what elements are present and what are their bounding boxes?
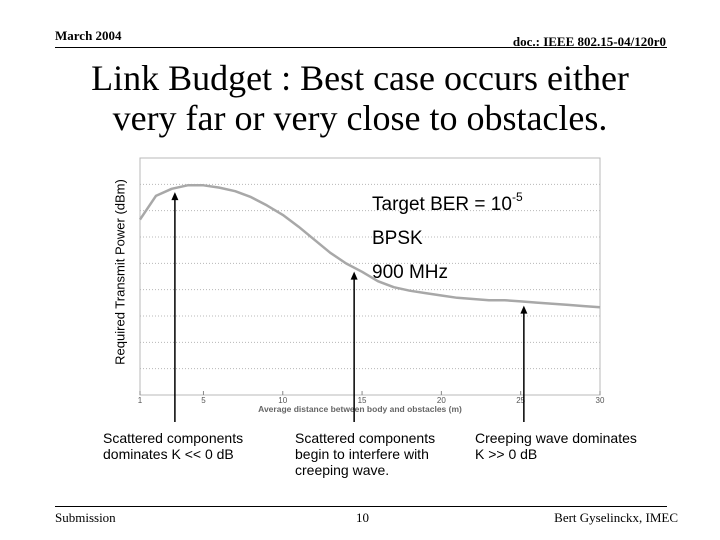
header-doc-id: doc.: IEEE 802.15-04/120r0 (512, 34, 666, 49)
target-ber-exponent: -5 (511, 190, 523, 204)
header-date: March 2004 (55, 28, 122, 43)
x-tick-label: 1 (138, 396, 143, 405)
header-rule (55, 47, 667, 48)
title-line-2: very far or very close to obstacles. (112, 98, 608, 138)
footer-author: Bert Gyselinckx, IMEC (554, 510, 678, 525)
series-line (138, 184, 601, 309)
target-ber: Target BER = 10-5 (372, 188, 523, 222)
footer-rule (55, 506, 667, 507)
note-scattered-interfere: Scattered components begin to interfere … (295, 430, 436, 478)
parameters-box: Target BER = 10-5 BPSK 900 MHz (372, 188, 523, 290)
modulation: BPSK (372, 228, 423, 249)
frequency: 900 MHz (372, 262, 449, 283)
x-tick-label: 20 (437, 396, 446, 405)
annotation-arrow-head (350, 271, 358, 280)
x-tick-label: 30 (596, 396, 605, 405)
x-tick-label: 25 (516, 396, 525, 405)
title-line-1: Link Budget : Best case occurs either (91, 58, 629, 98)
x-tick-label: 10 (278, 396, 287, 405)
target-ber-label: Target BER = 10 (372, 194, 512, 215)
annotation-arrow-head (520, 305, 528, 314)
x-tick-label: 5 (201, 396, 206, 405)
footer-submission: Submission (55, 510, 116, 525)
slide-title: Link Budget : Best case occurs either ve… (40, 58, 680, 138)
x-axis-label: Average distance between body and obstac… (258, 404, 462, 414)
footer-page-number: 10 (356, 510, 369, 525)
annotation-arrow-head (171, 192, 179, 201)
x-tick-label: 15 (358, 396, 367, 405)
note-scattered-dominates: Scattered components dominates K << 0 dB (103, 430, 244, 462)
plot-frame (139, 157, 601, 396)
note-creeping-dominates: Creeping wave dominates K >> 0 dB (475, 430, 637, 462)
